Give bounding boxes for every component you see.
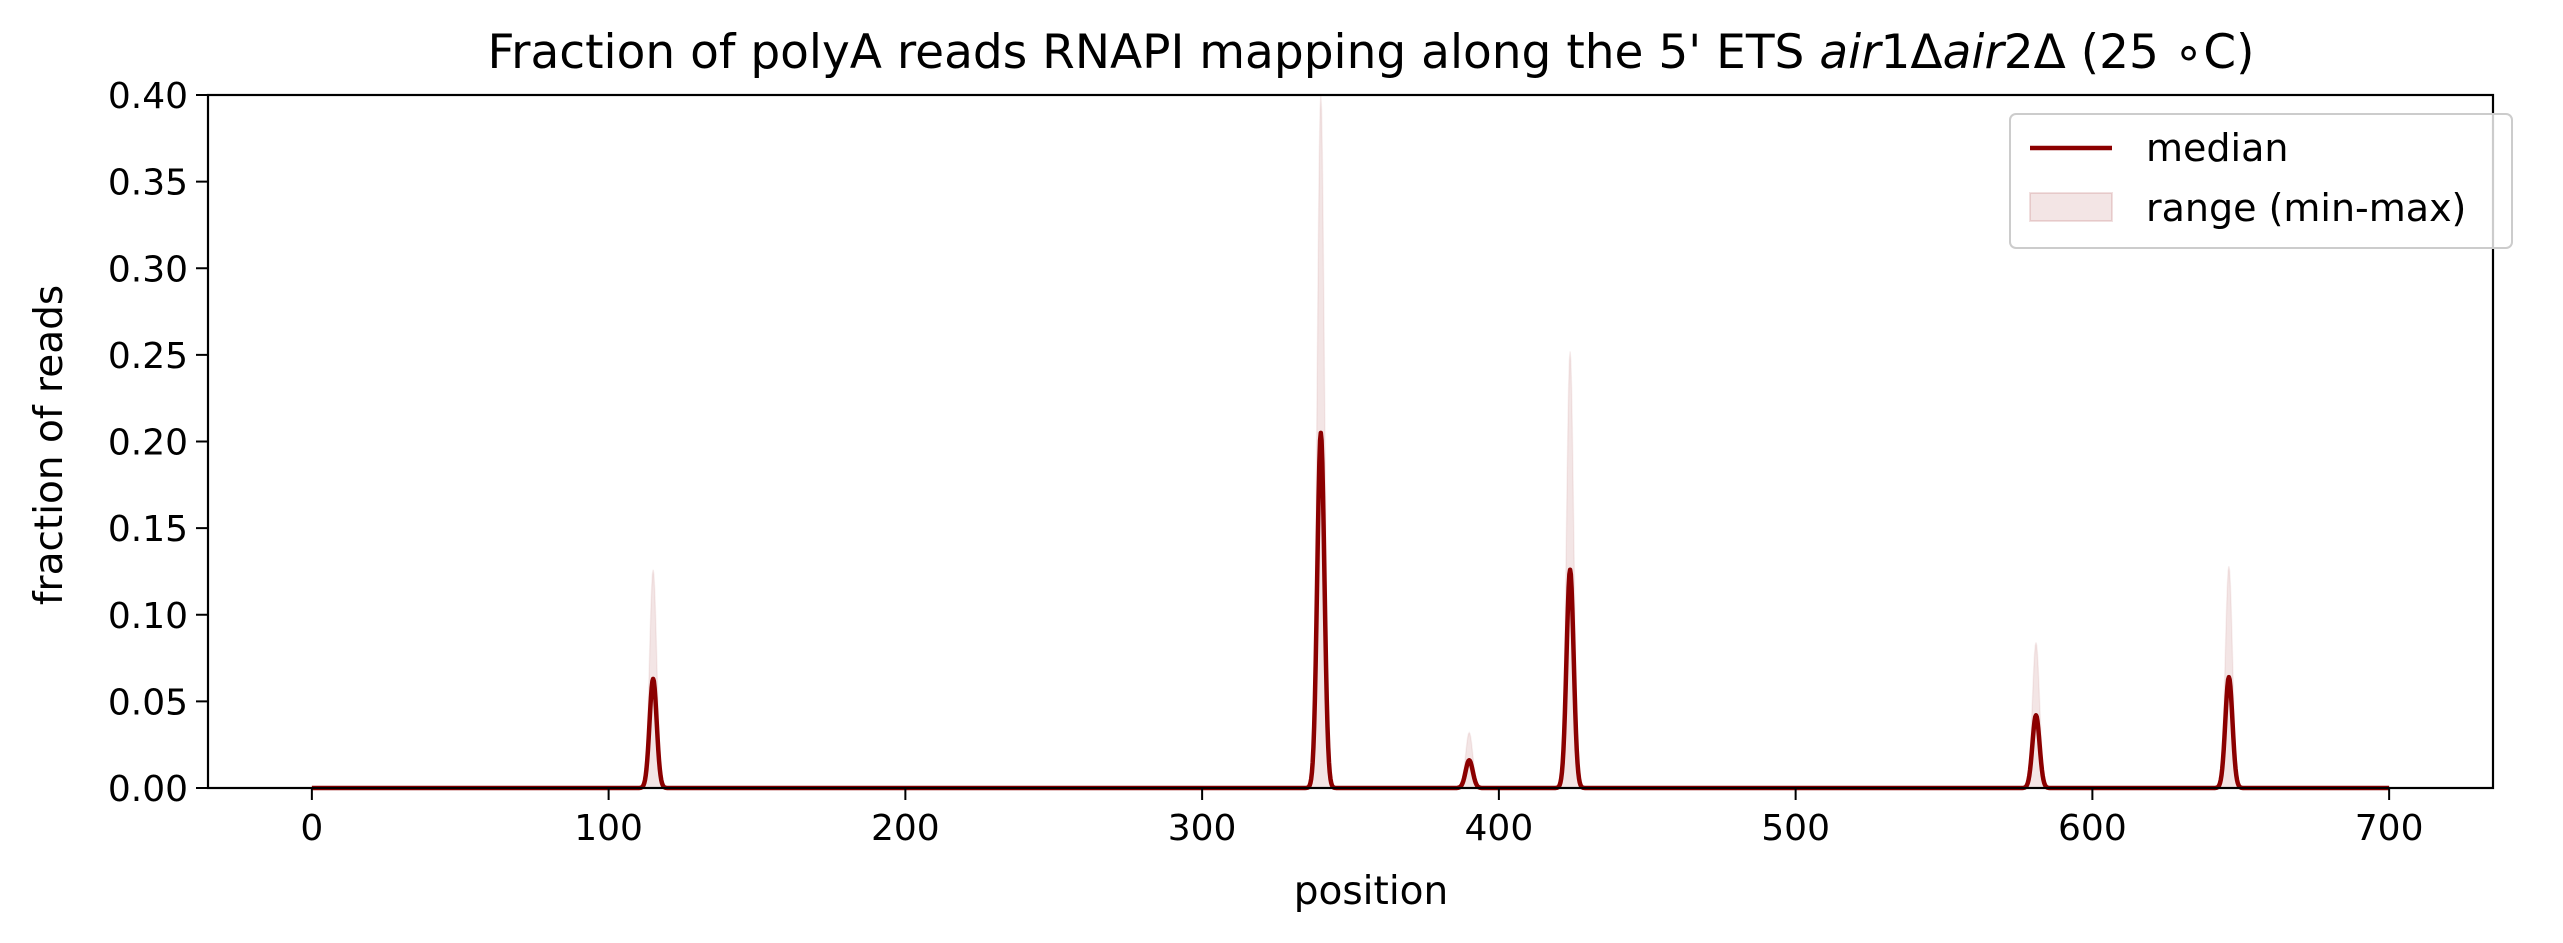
x-tick-label-600: 600	[2058, 808, 2127, 849]
legend-frame	[2009, 113, 2513, 249]
legend: median range (min-max)	[2009, 113, 2513, 249]
x-tick-label-400: 400	[1465, 808, 1534, 849]
y-tick-label-3: 0.15	[108, 509, 188, 550]
legend-range-swatch	[2029, 192, 2113, 222]
ticks: 0 100 200 300 400 500 600 700 0.00 0.05 0.10 0.15 0.…	[108, 76, 2424, 849]
x-axis-label: position	[1294, 869, 1448, 914]
y-tick-label-6: 0.30	[108, 249, 188, 290]
y-tick-label-1: 0.05	[108, 682, 188, 723]
x-tick-label-100: 100	[574, 808, 643, 849]
y-tick-label-8: 0.40	[108, 76, 188, 117]
legend-median-label: median	[2146, 126, 2288, 170]
x-tick-label-200: 200	[871, 808, 940, 849]
median-line-layer	[310, 430, 2391, 791]
y-tick-label-7: 0.35	[108, 163, 188, 204]
y-axis-label: fraction of reads	[27, 285, 72, 605]
x-tick-label-500: 500	[1761, 808, 1830, 849]
x-tick-label-0: 0	[300, 808, 323, 849]
chart-title: Fraction of polyA reads RNAPI mapping al…	[488, 25, 2255, 80]
x-tick-label-700: 700	[2355, 808, 2424, 849]
y-tick-label-5: 0.25	[108, 336, 188, 377]
legend-range-label: range (min-max)	[2146, 186, 2466, 230]
y-tick-label-0: 0.00	[108, 769, 188, 810]
x-tick-label-300: 300	[1168, 808, 1237, 849]
median-line	[310, 430, 2391, 791]
y-tick-label-4: 0.20	[108, 423, 188, 464]
y-tick-label-2: 0.10	[108, 596, 188, 637]
